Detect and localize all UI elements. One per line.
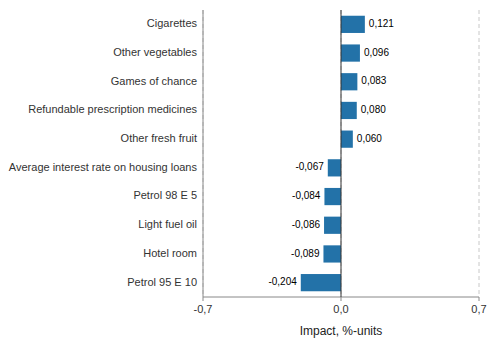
data-label: 0,080 [361,104,386,115]
grid-line [479,10,480,297]
category-label: Other vegetables [113,46,197,58]
category-label: Light fuel oil [138,218,197,230]
data-labels: -0,204 -0,089 -0,086 -0,084 -0,067 0,060 0,080… [268,18,394,287]
x-tick-label: -0,7 [194,303,213,315]
category-label: Refundable prescription medicines [28,103,197,115]
bar [341,44,360,61]
data-label: -0,204 [268,276,297,287]
bar [328,159,341,176]
data-label: 0,060 [357,133,382,144]
bar [341,102,357,119]
grid-line [203,10,204,297]
data-label: 0,083 [361,75,386,86]
data-label: -0,067 [295,161,324,172]
category-label: Petrol 98 E 5 [133,189,197,201]
bar [323,245,341,262]
category-label: Average interest rate on housing loans [9,161,198,173]
x-tick-label: 0,7 [471,303,486,315]
chart: Petrol 95 E 10 Hotel room Light fuel oil Pe… [0,0,499,343]
category-label: Cigarettes [147,17,198,29]
x-tick [479,297,480,301]
bar [341,131,353,148]
category-label: Other fresh fruit [121,132,197,144]
data-label: 0,121 [369,18,394,29]
grid-line [341,10,342,297]
bar [341,16,365,33]
x-tick [341,297,342,301]
zero-line [341,10,342,297]
bar [341,73,357,90]
bar [324,217,341,234]
y-tick-labels: Petrol 95 E 10 Hotel room Light fuel oil Pe… [9,17,198,287]
data-label: -0,089 [291,248,320,259]
grid [203,10,479,297]
data-label: 0,096 [364,47,389,58]
y-axis-line [203,10,204,297]
x-tick-label: 0,0 [333,303,348,315]
bar [301,274,341,291]
category-label: Petrol 95 E 10 [127,276,197,288]
bar [324,188,341,205]
x-ticks: -0,7 0,0 0,7 [194,297,487,315]
data-label: -0,084 [292,190,321,201]
x-tick [203,297,204,301]
x-axis-label: Impact, %-units [300,324,383,338]
category-label: Hotel room [143,247,197,259]
data-label: -0,086 [292,219,321,230]
category-label: Games of chance [111,75,197,87]
